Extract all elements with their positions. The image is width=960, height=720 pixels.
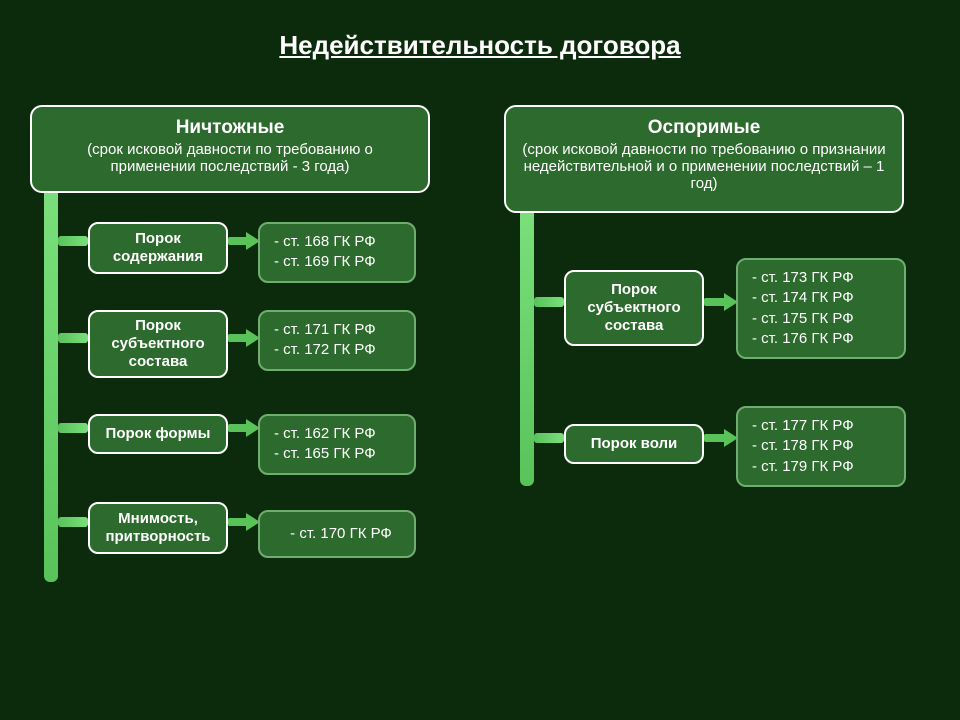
- left-label-box-2: Порок формы: [88, 414, 228, 454]
- left-label-box-0: Порок содержания: [88, 222, 228, 274]
- left-ref-item: ст. 170 ГК РФ: [282, 524, 392, 544]
- right-header-title: Оспоримые: [520, 117, 888, 139]
- page-title: Недействительность договора: [0, 30, 960, 61]
- left-ref-item: ст. 172 ГК РФ: [266, 340, 408, 360]
- right-ref-item: ст. 173 ГК РФ: [744, 268, 898, 288]
- left-header-title: Ничтожные: [46, 117, 414, 139]
- right-ref-item: ст. 176 ГК РФ: [744, 329, 898, 349]
- right-ref-item: ст. 179 ГК РФ: [744, 457, 898, 477]
- right-trunk: [520, 213, 534, 486]
- right-label-box-0: Порок субъектного состава: [564, 270, 704, 346]
- right-branch-1: [534, 433, 564, 443]
- left-arrow-2: [228, 424, 248, 432]
- right-ref-item: ст. 177 ГК РФ: [744, 416, 898, 436]
- left-header-subtitle: (срок исковой давности по требованию о п…: [46, 141, 414, 175]
- left-label-box-1: Порок субъектного состава: [88, 310, 228, 378]
- right-branch-0: [534, 297, 564, 307]
- left-arrow-3: [228, 518, 248, 526]
- left-ref-item: ст. 168 ГК РФ: [266, 232, 408, 252]
- left-header-box: Ничтожные(срок исковой давности по требо…: [30, 105, 430, 193]
- left-arrow-1: [228, 334, 248, 342]
- left-ref-item: ст. 162 ГК РФ: [266, 424, 408, 444]
- right-refs-box-0: ст. 173 ГК РФст. 174 ГК РФст. 175 ГК РФс…: [736, 258, 906, 359]
- left-refs-box-0: ст. 168 ГК РФст. 169 ГК РФ: [258, 222, 416, 283]
- left-arrow-0: [228, 237, 248, 245]
- right-ref-item: ст. 175 ГК РФ: [744, 309, 898, 329]
- left-ref-item: ст. 165 ГК РФ: [266, 444, 408, 464]
- left-refs-box-2: ст. 162 ГК РФст. 165 ГК РФ: [258, 414, 416, 475]
- right-ref-item: ст. 174 ГК РФ: [744, 288, 898, 308]
- right-label-box-1: Порок воли: [564, 424, 704, 464]
- left-ref-item: ст. 169 ГК РФ: [266, 252, 408, 272]
- left-ref-item: ст. 171 ГК РФ: [266, 320, 408, 340]
- right-arrow-1: [704, 434, 726, 442]
- left-label-box-3: Мнимость, притворность: [88, 502, 228, 554]
- right-ref-item: ст. 178 ГК РФ: [744, 436, 898, 456]
- left-trunk: [44, 193, 58, 582]
- left-branch-0: [58, 236, 88, 246]
- right-arrow-0: [704, 298, 726, 306]
- left-branch-3: [58, 517, 88, 527]
- left-branch-2: [58, 423, 88, 433]
- right-header-subtitle: (срок исковой давности по требованию о п…: [520, 141, 888, 192]
- right-refs-box-1: ст. 177 ГК РФст. 178 ГК РФст. 179 ГК РФ: [736, 406, 906, 487]
- right-header-box: Оспоримые(срок исковой давности по требо…: [504, 105, 904, 213]
- left-refs-box-3: ст. 170 ГК РФ: [258, 510, 416, 558]
- left-branch-1: [58, 333, 88, 343]
- left-refs-box-1: ст. 171 ГК РФст. 172 ГК РФ: [258, 310, 416, 371]
